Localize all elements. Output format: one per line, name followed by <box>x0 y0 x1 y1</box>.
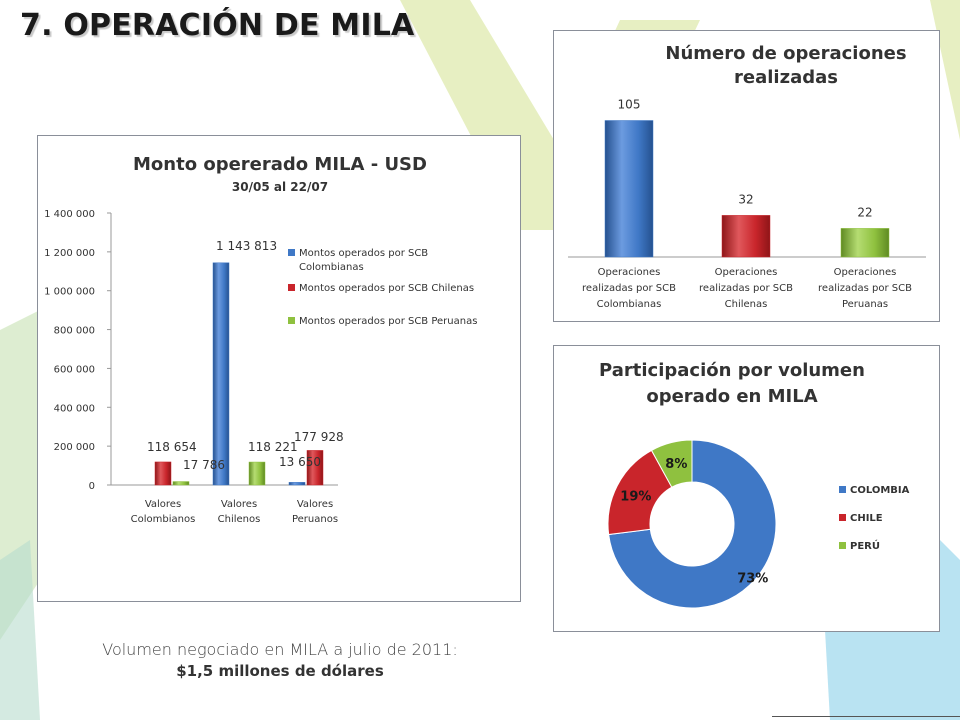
y-tick-label: 1 400 000 <box>44 209 95 220</box>
x-category-label: Valores <box>145 499 181 510</box>
y-tick-label: 0 <box>89 481 95 492</box>
participacion-volumen-chart: Participación por volumen operado en MILA… <box>553 345 940 632</box>
data-label: 1 143 813 <box>216 239 277 253</box>
data-label: 73% <box>737 572 768 587</box>
bar-operaciones <box>604 120 654 258</box>
monto-operado-chart: Monto opererado MILA - USD 30/05 al 22/07… <box>37 135 521 602</box>
legend-entry: CHILE <box>850 513 883 524</box>
legend-swatch <box>288 249 295 256</box>
chart-title: Número de operaciones <box>665 43 906 64</box>
chart-title: realizadas <box>734 67 838 88</box>
x-category-label: Valores <box>297 499 333 510</box>
chart-title: Monto opererado MILA - USD <box>133 154 427 175</box>
legend-entry: PERÚ <box>850 539 880 552</box>
donut-slice-colombia <box>608 439 777 609</box>
y-tick-label: 600 000 <box>54 364 95 375</box>
x-category-label: Colombianos <box>131 514 196 525</box>
legend-entry: Montos operados por SCB <box>299 248 428 259</box>
bar-chilenas <box>306 450 324 486</box>
x-category-label: Peruanas <box>842 299 888 310</box>
x-category-label: Chilenos <box>218 514 261 525</box>
y-tick-label: 400 000 <box>54 403 95 414</box>
chart-title: Participación por volumen <box>599 360 865 381</box>
data-label: 118 221 <box>248 440 298 454</box>
legend-swatch <box>839 514 846 521</box>
bar-peruanas <box>172 481 190 486</box>
bar-colombianas <box>288 482 306 486</box>
ops-chart-svg: Número de operaciones realizadas 105 Operac… <box>568 43 926 310</box>
y-tick-label: 800 000 <box>54 326 95 337</box>
x-category-label: Chilenas <box>725 299 768 310</box>
y-tick-label: 1 200 000 <box>44 248 95 259</box>
bar-chilenas <box>154 461 172 486</box>
slide-title: 7. OPERACIÓN DE MILA <box>20 8 415 43</box>
bar-colombianas <box>212 262 230 486</box>
legend-swatch <box>288 284 295 291</box>
chart-title: operado en MILA <box>646 386 817 407</box>
data-label: 32 <box>738 192 753 206</box>
legend-swatch <box>839 542 846 549</box>
pie-chart-svg: Participación por volumen operado en MILA… <box>599 360 910 609</box>
data-label: 22 <box>857 205 872 219</box>
donut-slice-perú <box>650 439 693 488</box>
footer-volume-value: $1,5 millones de dólares <box>176 662 384 680</box>
y-tick-label: 200 000 <box>54 442 95 453</box>
bar-peruanas <box>248 461 266 486</box>
legend-entry: Colombianas <box>299 262 364 273</box>
x-category-label: Operaciones <box>834 267 897 278</box>
y-tick-label: 1 000 000 <box>44 287 95 298</box>
legend-swatch <box>839 486 846 493</box>
bar-operaciones <box>840 228 890 258</box>
monto-chart-svg: Monto opererado MILA - USD 30/05 al 22/07… <box>44 154 477 525</box>
x-category-label: realizadas por SCB <box>699 283 793 294</box>
legend-swatch <box>288 317 295 324</box>
x-category-label: Peruanos <box>292 514 338 525</box>
decor-green-corner <box>0 540 40 720</box>
x-category-label: Operaciones <box>598 267 661 278</box>
data-label: 118 654 <box>147 440 197 454</box>
legend-entry: Montos operados por SCB Chilenas <box>299 283 474 294</box>
data-label: 8% <box>665 457 687 472</box>
corner-divider <box>772 716 960 717</box>
bar-operaciones <box>721 215 771 258</box>
chart-subtitle: 30/05 al 22/07 <box>232 180 328 194</box>
footer-volume-label: Volumen negociado en MILA a julio de 201… <box>102 640 458 659</box>
x-category-label: realizadas por SCB <box>582 283 676 294</box>
legend-entry: Montos operados por SCB Peruanas <box>299 316 477 327</box>
data-label: 105 <box>618 98 641 112</box>
numero-operaciones-chart: Número de operaciones realizadas 105 Operac… <box>553 30 940 322</box>
x-category-label: Valores <box>221 499 257 510</box>
legend-entry: COLOMBIA <box>850 485 910 496</box>
x-category-label: Operaciones <box>715 267 778 278</box>
data-label: 177 928 <box>294 430 344 444</box>
data-label: 19% <box>620 489 651 504</box>
data-label: 13 650 <box>279 455 321 469</box>
x-category-label: realizadas por SCB <box>818 283 912 294</box>
data-label: 17 786 <box>183 458 225 472</box>
x-category-label: Colombianas <box>597 299 662 310</box>
